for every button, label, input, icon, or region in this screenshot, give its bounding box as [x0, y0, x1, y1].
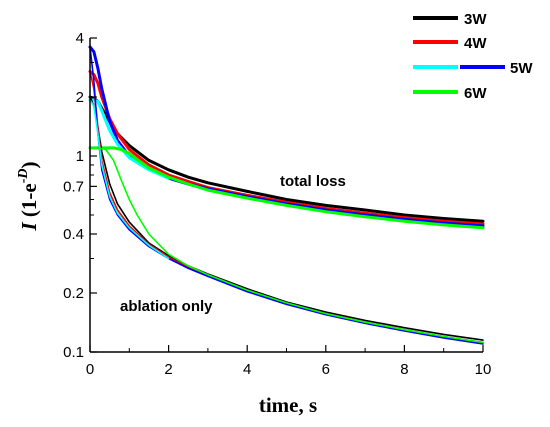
y-tick-label-1: 1: [76, 148, 84, 165]
legend-label-3w: 3W: [464, 11, 487, 28]
y-axis-title-sup-italic: D: [16, 168, 31, 179]
y-tick-label-4: 4: [76, 30, 84, 47]
axes-layer: 0 2 4 6 8 10 0.1 0.2 0.4 0.7 1 2 4: [63, 30, 491, 378]
y-tick-label-0.1: 0.1: [63, 344, 84, 361]
y-axis-title-sup: -: [16, 178, 31, 183]
y-tick-label-0.2: 0.2: [63, 285, 84, 302]
series-line-ablation-only-5w-8: [89, 99, 170, 260]
y-tick-label-0.4: 0.4: [63, 226, 84, 243]
x-axis-title: time, s: [259, 393, 317, 417]
x-tick-label-10: 10: [475, 361, 492, 378]
x-tick-label-2: 2: [164, 361, 172, 378]
legend-label-5w: 5W: [510, 60, 533, 77]
series-line-total-loss-4w-1: [88, 70, 485, 226]
y-axis-title-close: ): [17, 161, 41, 168]
y-axis-title: I (1-e-D): [16, 161, 41, 231]
x-tick-label-0: 0: [86, 361, 94, 378]
legend: 3W 4W 5W 6W: [413, 11, 533, 102]
x-tick-label-8: 8: [400, 361, 408, 378]
y-tick-label-2: 2: [76, 89, 84, 106]
x-tick-label-6: 6: [322, 361, 330, 378]
legend-label-4w: 4W: [464, 35, 487, 52]
annotation-ablation-only: ablation only: [120, 298, 213, 315]
series-line-ablation-only-6w-9: [89, 147, 484, 344]
x-tick-label-4: 4: [243, 361, 251, 378]
annotation-total-loss: total loss: [280, 173, 346, 190]
y-axis-title-italic: I: [17, 222, 41, 232]
series-layer: [88, 45, 485, 345]
legend-label-6w: 6W: [464, 85, 487, 102]
y-tick-label-0.7: 0.7: [63, 178, 84, 195]
series-line-total-loss-6w-4: [88, 146, 485, 230]
y-axis-title-mid: (1-e: [17, 183, 41, 222]
